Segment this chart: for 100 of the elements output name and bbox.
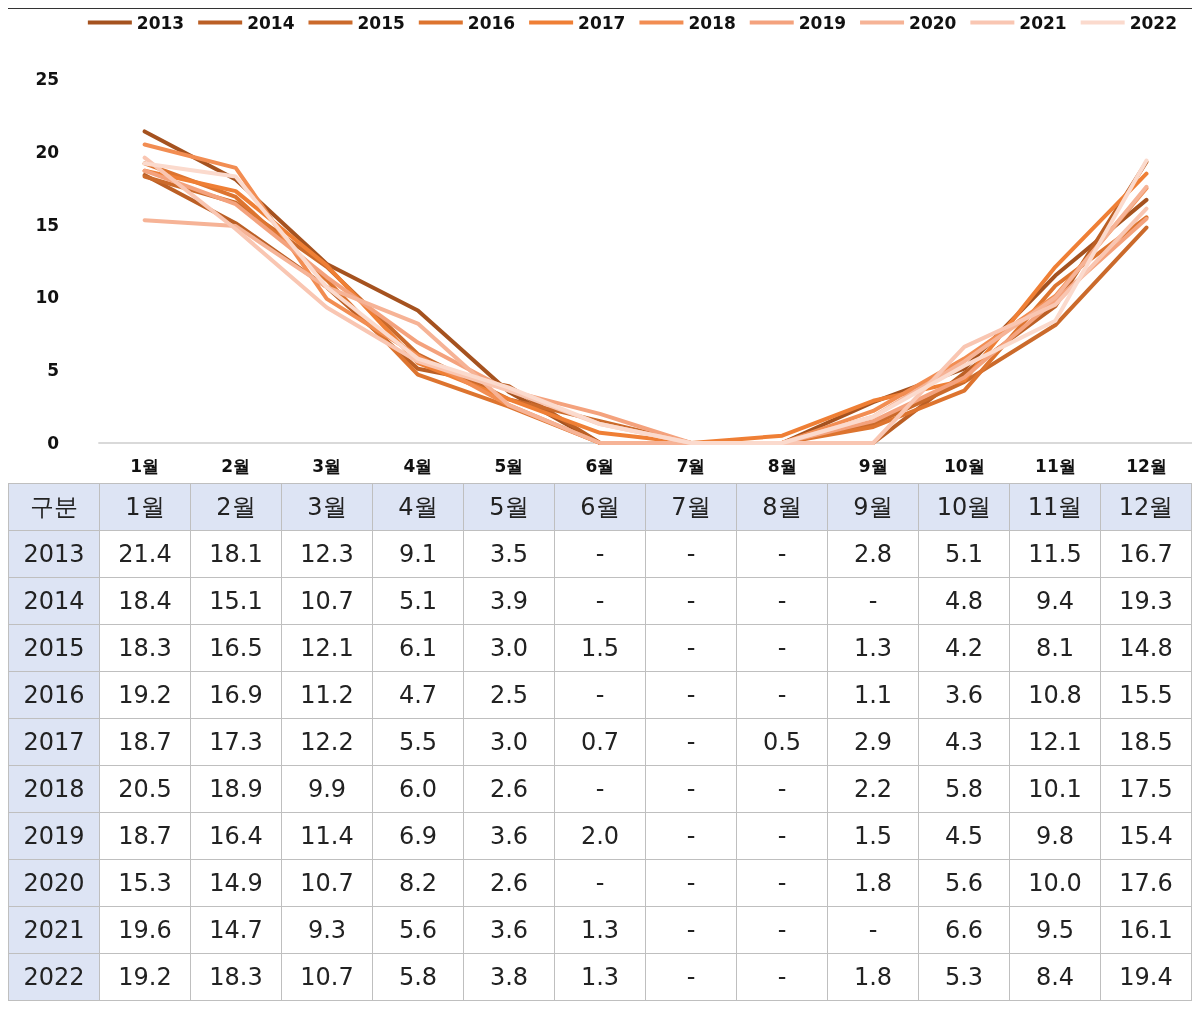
data-label: 2.6 [463, 859, 555, 907]
x-tick-label: 8월 [767, 455, 797, 476]
x-tick-label: 6월 [585, 455, 615, 476]
data-label: 15.1 [190, 577, 282, 625]
data-label: 10.1 [1009, 765, 1101, 813]
data-label: - [554, 577, 646, 625]
y-tick-label: 5 [47, 360, 60, 381]
data-label: 17.3 [190, 718, 282, 766]
data-label: - [645, 812, 737, 860]
data-label: - [827, 577, 919, 625]
data-label: - [645, 624, 737, 672]
data-label: - [645, 671, 737, 719]
x-tick-label: 2월 [221, 455, 251, 476]
data-label: - [645, 859, 737, 907]
data-label: 18.3 [99, 624, 191, 672]
data-label: 1.1 [827, 671, 919, 719]
data-label: 1.3 [554, 953, 646, 1001]
text: 2019 [23, 822, 85, 850]
text: 2020 [23, 869, 85, 897]
category-label: 11월 [1027, 493, 1083, 521]
data-label: 3.9 [463, 577, 555, 625]
data-label: 4.3 [918, 718, 1010, 766]
text: 2017 [23, 728, 85, 756]
data-label: 0.5 [736, 718, 828, 766]
data-label: 1.5 [554, 624, 646, 672]
data-label: 14.9 [190, 859, 282, 907]
legend-label: 2018 [688, 12, 736, 33]
data-label: 6.0 [372, 765, 464, 813]
category-label: 3월 [307, 493, 347, 521]
data-label: 12.1 [1009, 718, 1101, 766]
data-label: 2.8 [827, 530, 919, 578]
data-label: 10.8 [1009, 671, 1101, 719]
text: 2016 [23, 681, 85, 709]
data-label: 9.1 [372, 530, 464, 578]
data-label: - [645, 530, 737, 578]
data-label: - [554, 671, 646, 719]
data-label: 4.2 [918, 624, 1010, 672]
data-label: 3.6 [918, 671, 1010, 719]
legend-label: 2022 [1129, 12, 1178, 33]
data-label: 3.0 [463, 718, 555, 766]
data-label: 9.4 [1009, 577, 1101, 625]
data-label: - [736, 859, 828, 907]
data-label: 19.6 [99, 906, 191, 954]
data-label: 9.3 [281, 906, 373, 954]
legend-label: 2017 [578, 12, 626, 33]
data-label: 3.0 [463, 624, 555, 672]
data-label: 15.4 [1100, 812, 1192, 860]
text: 2015 [23, 634, 85, 662]
data-label: 15.3 [99, 859, 191, 907]
category-label: 2월 [216, 493, 256, 521]
data-label: 21.4 [99, 530, 191, 578]
text: 2021 [23, 916, 85, 944]
text: 2014 [23, 587, 85, 615]
category-label: 10월 [936, 493, 992, 521]
data-label: 11.2 [281, 671, 373, 719]
text: 2018 [23, 775, 85, 803]
data-label: 5.5 [372, 718, 464, 766]
data-label: 10.7 [281, 859, 373, 907]
category-label: 4월 [398, 493, 438, 521]
data-label: - [736, 577, 828, 625]
y-tick-label: 10 [35, 287, 60, 308]
text: 2013 [23, 540, 85, 568]
data-label: 3.5 [463, 530, 555, 578]
data-label: - [736, 953, 828, 1001]
data-label: 5.3 [918, 953, 1010, 1001]
data-label: 6.9 [372, 812, 464, 860]
category-label: 8월 [762, 493, 802, 521]
data-label: 11.4 [281, 812, 373, 860]
legend-label: 2013 [136, 12, 185, 33]
data-label: - [645, 577, 737, 625]
data-label: 16.5 [190, 624, 282, 672]
x-tick-label: 9월 [858, 455, 888, 476]
data-label: 18.1 [190, 530, 282, 578]
data-label: 18.4 [99, 577, 191, 625]
data-label: 16.4 [190, 812, 282, 860]
data-label: 5.6 [918, 859, 1010, 907]
category-label: 5월 [489, 493, 529, 521]
data-label: 20.5 [99, 765, 191, 813]
legend-label: 2014 [247, 12, 295, 33]
data-label: 5.8 [918, 765, 1010, 813]
data-label: 19.2 [99, 953, 191, 1001]
data-label: 1.8 [827, 859, 919, 907]
x-tick-label: 1월 [130, 455, 160, 476]
data-label: 18.5 [1100, 718, 1192, 766]
y-tick-label: 15 [35, 214, 60, 235]
data-label: 12.2 [281, 718, 373, 766]
category-label: 12월 [1118, 493, 1174, 521]
data-label: 19.4 [1100, 953, 1192, 1001]
category-label: 9월 [853, 493, 893, 521]
data-label: - [736, 906, 828, 954]
data-label: 2.5 [463, 671, 555, 719]
data-label: 17.6 [1100, 859, 1192, 907]
data-label: 6.1 [372, 624, 464, 672]
data-label: - [736, 812, 828, 860]
x-tick-label: 12월 [1126, 455, 1167, 476]
data-label: - [645, 718, 737, 766]
data-label: 8.4 [1009, 953, 1101, 1001]
y-tick-label: 0 [47, 433, 60, 453]
x-tick-label: 4월 [403, 455, 433, 476]
data-label: 4.7 [372, 671, 464, 719]
